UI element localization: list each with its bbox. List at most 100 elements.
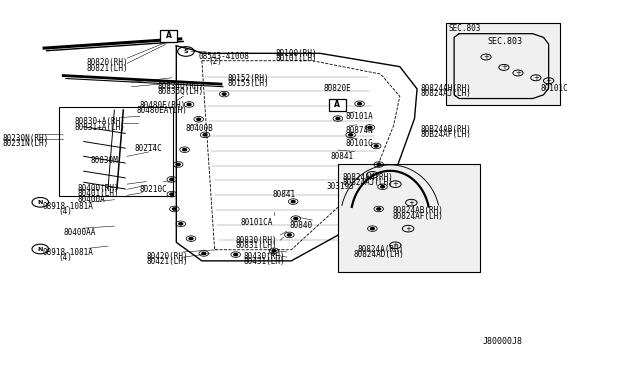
Circle shape: [170, 178, 173, 180]
Text: 80831+A(LH): 80831+A(LH): [74, 123, 125, 132]
Text: (4): (4): [58, 253, 72, 263]
Text: +: +: [392, 181, 398, 187]
Bar: [60, 108, 173, 196]
Text: 80B24AF(LH): 80B24AF(LH): [421, 130, 472, 139]
Text: A: A: [334, 100, 340, 109]
Bar: [329, 99, 346, 111]
Circle shape: [202, 252, 205, 254]
Text: +: +: [546, 78, 552, 84]
Text: 08918-1081A: 08918-1081A: [42, 202, 93, 211]
Text: 80400(RH): 80400(RH): [77, 184, 119, 193]
Text: J80000J8: J80000J8: [483, 337, 523, 346]
Text: +: +: [483, 54, 489, 60]
Bar: [161, 31, 177, 42]
Circle shape: [294, 218, 298, 220]
Text: 80101A: 80101A: [346, 112, 373, 121]
Text: 80420(RH): 80420(RH): [147, 252, 188, 261]
Circle shape: [182, 148, 186, 151]
Text: N: N: [38, 200, 43, 205]
Text: 80820E: 80820E: [323, 84, 351, 93]
Text: 80824A(RH): 80824A(RH): [357, 244, 403, 254]
Circle shape: [374, 145, 378, 147]
Circle shape: [381, 186, 385, 188]
Text: +: +: [408, 200, 414, 206]
Text: 08543-41008: 08543-41008: [198, 52, 250, 61]
Text: 80B24AB(RH): 80B24AB(RH): [421, 125, 472, 134]
Text: 80101CA: 80101CA: [240, 218, 273, 227]
Text: 80824AH(RH): 80824AH(RH): [342, 173, 393, 182]
Text: 80230N(RH): 80230N(RH): [3, 134, 49, 143]
Text: 80824AH(RH): 80824AH(RH): [421, 84, 472, 93]
Text: 80400B: 80400B: [186, 124, 214, 133]
Text: 80824AF(LH): 80824AF(LH): [392, 212, 443, 221]
Text: 80401(LH): 80401(LH): [77, 189, 119, 198]
Circle shape: [272, 250, 276, 252]
Circle shape: [173, 208, 176, 210]
Text: 80821(LH): 80821(LH): [87, 64, 129, 73]
Text: 80841: 80841: [272, 190, 295, 199]
Text: 80214C: 80214C: [135, 144, 163, 153]
Text: 80101(LH): 80101(LH): [275, 54, 317, 63]
Circle shape: [234, 253, 237, 256]
Text: 80152(RH): 80152(RH): [227, 74, 269, 83]
Text: 80210C: 80210C: [140, 185, 168, 194]
Circle shape: [203, 134, 207, 136]
Text: +: +: [515, 70, 521, 76]
Text: 80400A: 80400A: [77, 195, 105, 204]
Circle shape: [368, 126, 372, 129]
Text: 80834Q(RH): 80834Q(RH): [157, 81, 204, 90]
Circle shape: [377, 208, 381, 210]
Text: 303193: 303193: [326, 182, 354, 190]
Text: 80101C: 80101C: [540, 84, 568, 93]
Text: +: +: [533, 75, 539, 81]
Text: SEC.803: SEC.803: [449, 24, 481, 33]
Circle shape: [287, 234, 291, 236]
Text: 80824AJ(LH): 80824AJ(LH): [421, 89, 472, 98]
Circle shape: [371, 228, 374, 230]
Text: 80830(RH): 80830(RH): [236, 236, 277, 245]
Text: 80824AJ(LH): 80824AJ(LH): [342, 178, 393, 187]
Text: +: +: [405, 226, 411, 232]
Circle shape: [189, 237, 193, 240]
Circle shape: [187, 103, 191, 106]
Text: 80830M: 80830M: [90, 156, 118, 165]
Text: 80153(LH): 80153(LH): [227, 79, 269, 88]
Text: 80824AB(RH): 80824AB(RH): [392, 206, 443, 215]
Circle shape: [377, 163, 381, 166]
Text: 80431(LH): 80431(LH): [243, 257, 285, 266]
Text: +: +: [501, 64, 507, 70]
Text: 80835Q(LH): 80835Q(LH): [157, 87, 204, 96]
Circle shape: [336, 118, 340, 120]
Text: 80830+A(RH): 80830+A(RH): [74, 118, 125, 126]
Text: SEC.803: SEC.803: [487, 37, 522, 46]
Text: 80831(LH): 80831(LH): [236, 241, 277, 250]
Circle shape: [196, 118, 200, 121]
Circle shape: [176, 163, 180, 166]
Text: 80480EA(LH): 80480EA(LH): [137, 106, 188, 115]
Bar: [338, 164, 479, 272]
Text: 80100(RH): 80100(RH): [275, 49, 317, 58]
Circle shape: [222, 93, 226, 95]
Text: +: +: [369, 172, 375, 178]
Bar: [447, 23, 560, 105]
Text: A: A: [166, 31, 172, 41]
Text: 08918-1081A: 08918-1081A: [42, 248, 93, 257]
Text: 80820(RH): 80820(RH): [87, 58, 129, 67]
Text: 80841: 80841: [330, 151, 353, 161]
Text: (2): (2): [208, 57, 222, 66]
Circle shape: [179, 223, 182, 225]
Text: 80480E(RH): 80480E(RH): [140, 101, 186, 110]
Text: (4): (4): [58, 208, 72, 217]
Text: 80430(RH): 80430(RH): [243, 252, 285, 261]
Text: +: +: [392, 242, 398, 248]
Text: 80101G: 80101G: [346, 138, 373, 148]
Text: 80874N: 80874N: [346, 126, 373, 135]
Text: 80231N(LH): 80231N(LH): [3, 139, 49, 148]
Text: S: S: [184, 49, 188, 54]
Circle shape: [358, 103, 362, 105]
Text: 80824AD(LH): 80824AD(LH): [354, 250, 404, 259]
Text: 80840: 80840: [289, 221, 312, 230]
Circle shape: [291, 201, 295, 203]
Text: 80421(LH): 80421(LH): [147, 257, 188, 266]
Circle shape: [170, 193, 173, 195]
